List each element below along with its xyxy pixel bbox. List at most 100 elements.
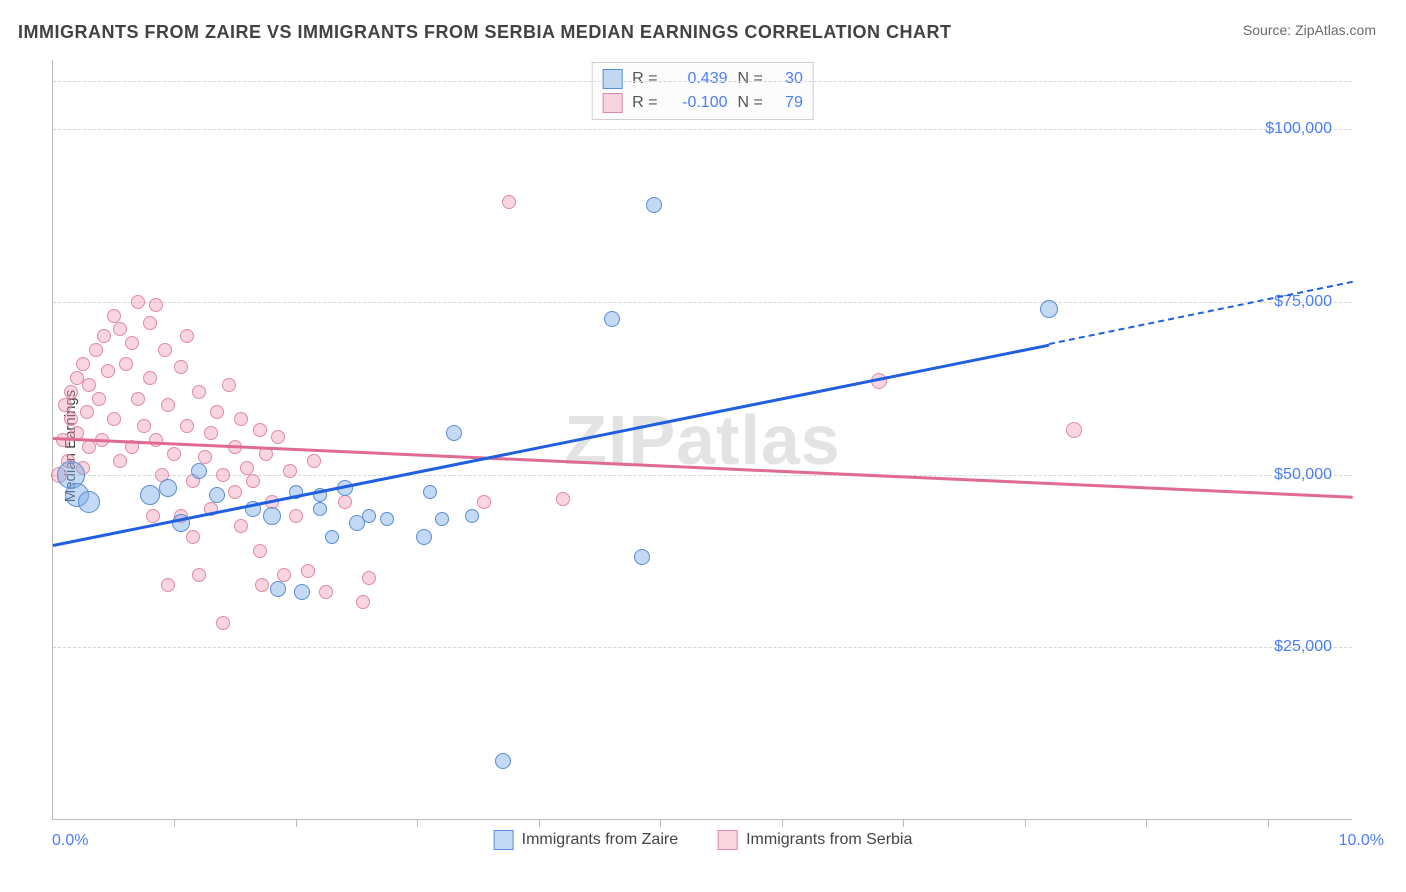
scatter-point-serbia <box>58 398 72 412</box>
scatter-point-serbia <box>192 568 206 582</box>
legend-label: Immigrants from Serbia <box>746 831 912 849</box>
stat-n-label: N = <box>738 70 763 88</box>
scatter-point-serbia <box>222 378 236 392</box>
scatter-point-zaire <box>423 485 437 499</box>
x-axis-end-label: 10.0% <box>1339 832 1384 850</box>
scatter-point-serbia <box>204 426 218 440</box>
scatter-point-serbia <box>192 385 206 399</box>
stat-r-value: 0.439 <box>668 70 728 88</box>
scatter-point-serbia <box>64 385 78 399</box>
scatter-point-zaire <box>263 507 281 525</box>
scatter-point-serbia <box>210 405 224 419</box>
scatter-point-zaire <box>140 485 160 505</box>
scatter-point-serbia <box>149 298 163 312</box>
scatter-point-serbia <box>97 329 111 343</box>
gridline <box>53 647 1352 648</box>
trendline-zaire-extrapolated <box>1049 281 1353 345</box>
scatter-point-zaire <box>380 512 394 526</box>
scatter-point-serbia <box>125 336 139 350</box>
x-tick <box>660 819 661 827</box>
scatter-point-serbia <box>338 495 352 509</box>
legend-label: Immigrants from Zaire <box>522 831 678 849</box>
scatter-point-zaire <box>495 753 511 769</box>
scatter-point-serbia <box>307 454 321 468</box>
scatter-point-serbia <box>119 357 133 371</box>
scatter-point-zaire <box>270 581 286 597</box>
scatter-point-zaire <box>325 530 339 544</box>
legend-swatch <box>494 830 514 850</box>
scatter-point-serbia <box>158 343 172 357</box>
scatter-point-serbia <box>277 568 291 582</box>
scatter-point-zaire <box>209 487 225 503</box>
scatter-point-serbia <box>137 419 151 433</box>
stat-r-label: R = <box>632 94 657 112</box>
y-tick-label: $50,000 <box>1274 466 1332 484</box>
chart-title: IMMIGRANTS FROM ZAIRE VS IMMIGRANTS FROM… <box>18 22 951 43</box>
source-label: Source: ZipAtlas.com <box>1243 22 1376 38</box>
x-tick <box>903 819 904 827</box>
scatter-point-zaire <box>159 479 177 497</box>
scatter-point-serbia <box>161 578 175 592</box>
scatter-point-zaire <box>446 425 462 441</box>
scatter-point-serbia <box>356 595 370 609</box>
scatter-point-serbia <box>64 412 78 426</box>
gridline <box>53 302 1352 303</box>
scatter-point-zaire <box>634 549 650 565</box>
scatter-point-serbia <box>92 392 106 406</box>
correlation-stats-box: R = 0.439 N = 30 R = -0.100 N = 79 <box>591 62 814 120</box>
scatter-point-serbia <box>107 309 121 323</box>
legend-item: Immigrants from Zaire <box>494 830 678 850</box>
scatter-point-serbia <box>289 509 303 523</box>
scatter-point-serbia <box>234 412 248 426</box>
x-axis-start-label: 0.0% <box>52 832 88 850</box>
stat-row: R =0.439N =30 <box>602 67 803 91</box>
scatter-point-serbia <box>146 509 160 523</box>
y-tick-label: $25,000 <box>1274 638 1332 656</box>
scatter-point-serbia <box>271 430 285 444</box>
scatter-point-serbia <box>246 474 260 488</box>
y-tick-label: $100,000 <box>1265 120 1332 138</box>
scatter-point-zaire <box>604 311 620 327</box>
scatter-point-serbia <box>253 544 267 558</box>
scatter-point-serbia <box>113 454 127 468</box>
scatter-point-serbia <box>76 357 90 371</box>
scatter-point-serbia <box>556 492 570 506</box>
x-tick <box>1025 819 1026 827</box>
scatter-point-serbia <box>82 378 96 392</box>
scatter-point-zaire <box>313 502 327 516</box>
scatter-point-serbia <box>362 571 376 585</box>
legend: Immigrants from Zaire Immigrants from Ser… <box>494 830 913 850</box>
stat-n-label: N = <box>738 94 763 112</box>
legend-swatch <box>602 69 622 89</box>
scatter-point-serbia <box>216 616 230 630</box>
scatter-point-serbia <box>234 519 248 533</box>
scatter-point-serbia <box>253 423 267 437</box>
scatter-point-zaire <box>646 197 662 213</box>
legend-swatch <box>718 830 738 850</box>
scatter-point-serbia <box>255 578 269 592</box>
scatter-point-zaire <box>191 463 207 479</box>
scatter-point-serbia <box>180 419 194 433</box>
scatter-point-serbia <box>107 412 121 426</box>
gridline <box>53 81 1352 82</box>
gridline <box>53 129 1352 130</box>
scatter-point-serbia <box>89 343 103 357</box>
stat-n-value: 30 <box>773 70 803 88</box>
x-tick <box>296 819 297 827</box>
stat-n-value: 79 <box>773 94 803 112</box>
stat-r-value: -0.100 <box>668 94 728 112</box>
x-tick <box>782 819 783 827</box>
scatter-point-zaire <box>416 529 432 545</box>
x-tick <box>417 819 418 827</box>
scatter-point-serbia <box>113 322 127 336</box>
scatter-point-serbia <box>143 316 157 330</box>
scatter-point-zaire <box>435 512 449 526</box>
stat-row: R = -0.100 N = 79 <box>602 91 803 115</box>
scatter-point-serbia <box>180 329 194 343</box>
scatter-point-serbia <box>301 564 315 578</box>
scatter-point-serbia <box>477 495 491 509</box>
scatter-point-serbia <box>80 405 94 419</box>
x-tick <box>1268 819 1269 827</box>
scatter-point-serbia <box>167 447 181 461</box>
scatter-point-serbia <box>161 398 175 412</box>
